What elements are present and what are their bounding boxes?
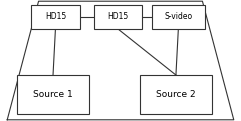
FancyBboxPatch shape (94, 5, 142, 29)
FancyBboxPatch shape (152, 5, 205, 29)
Text: HD15: HD15 (45, 12, 66, 21)
FancyBboxPatch shape (31, 5, 80, 29)
Text: S-video: S-video (164, 12, 192, 21)
FancyBboxPatch shape (17, 75, 89, 114)
FancyBboxPatch shape (140, 75, 212, 114)
Text: Source 1: Source 1 (33, 90, 73, 99)
Text: HD15: HD15 (107, 12, 129, 21)
Text: Source 2: Source 2 (156, 90, 196, 99)
